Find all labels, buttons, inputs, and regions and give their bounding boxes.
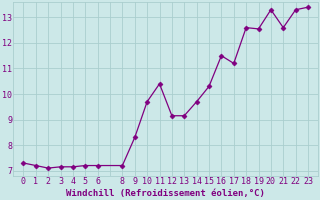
X-axis label: Windchill (Refroidissement éolien,°C): Windchill (Refroidissement éolien,°C)	[66, 189, 265, 198]
